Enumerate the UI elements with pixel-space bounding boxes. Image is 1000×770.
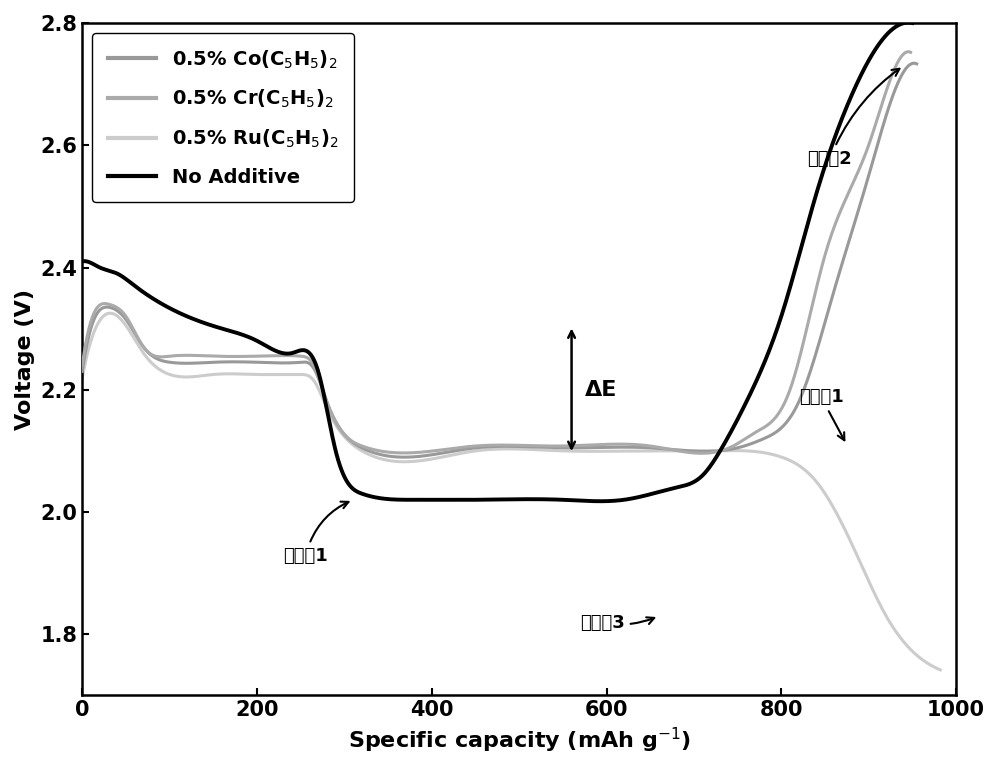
- Text: 实施例1: 实施例1: [799, 388, 844, 440]
- Y-axis label: Voltage (V): Voltage (V): [15, 289, 35, 430]
- X-axis label: Specific capacity (mAh g$^{-1}$): Specific capacity (mAh g$^{-1}$): [348, 726, 691, 755]
- Text: ΔE: ΔE: [585, 380, 617, 400]
- Text: 实施例2: 实施例2: [807, 69, 899, 168]
- Text: 对比例1: 对比例1: [283, 501, 348, 565]
- Legend: 0.5% Co(C$_5$H$_5$)$_2$, 0.5% Cr(C$_5$H$_5$)$_2$, 0.5% Ru(C$_5$H$_5$)$_2$, No Ad: 0.5% Co(C$_5$H$_5$)$_2$, 0.5% Cr(C$_5$H$…: [92, 32, 354, 203]
- Text: 实施例3: 实施例3: [580, 614, 654, 632]
